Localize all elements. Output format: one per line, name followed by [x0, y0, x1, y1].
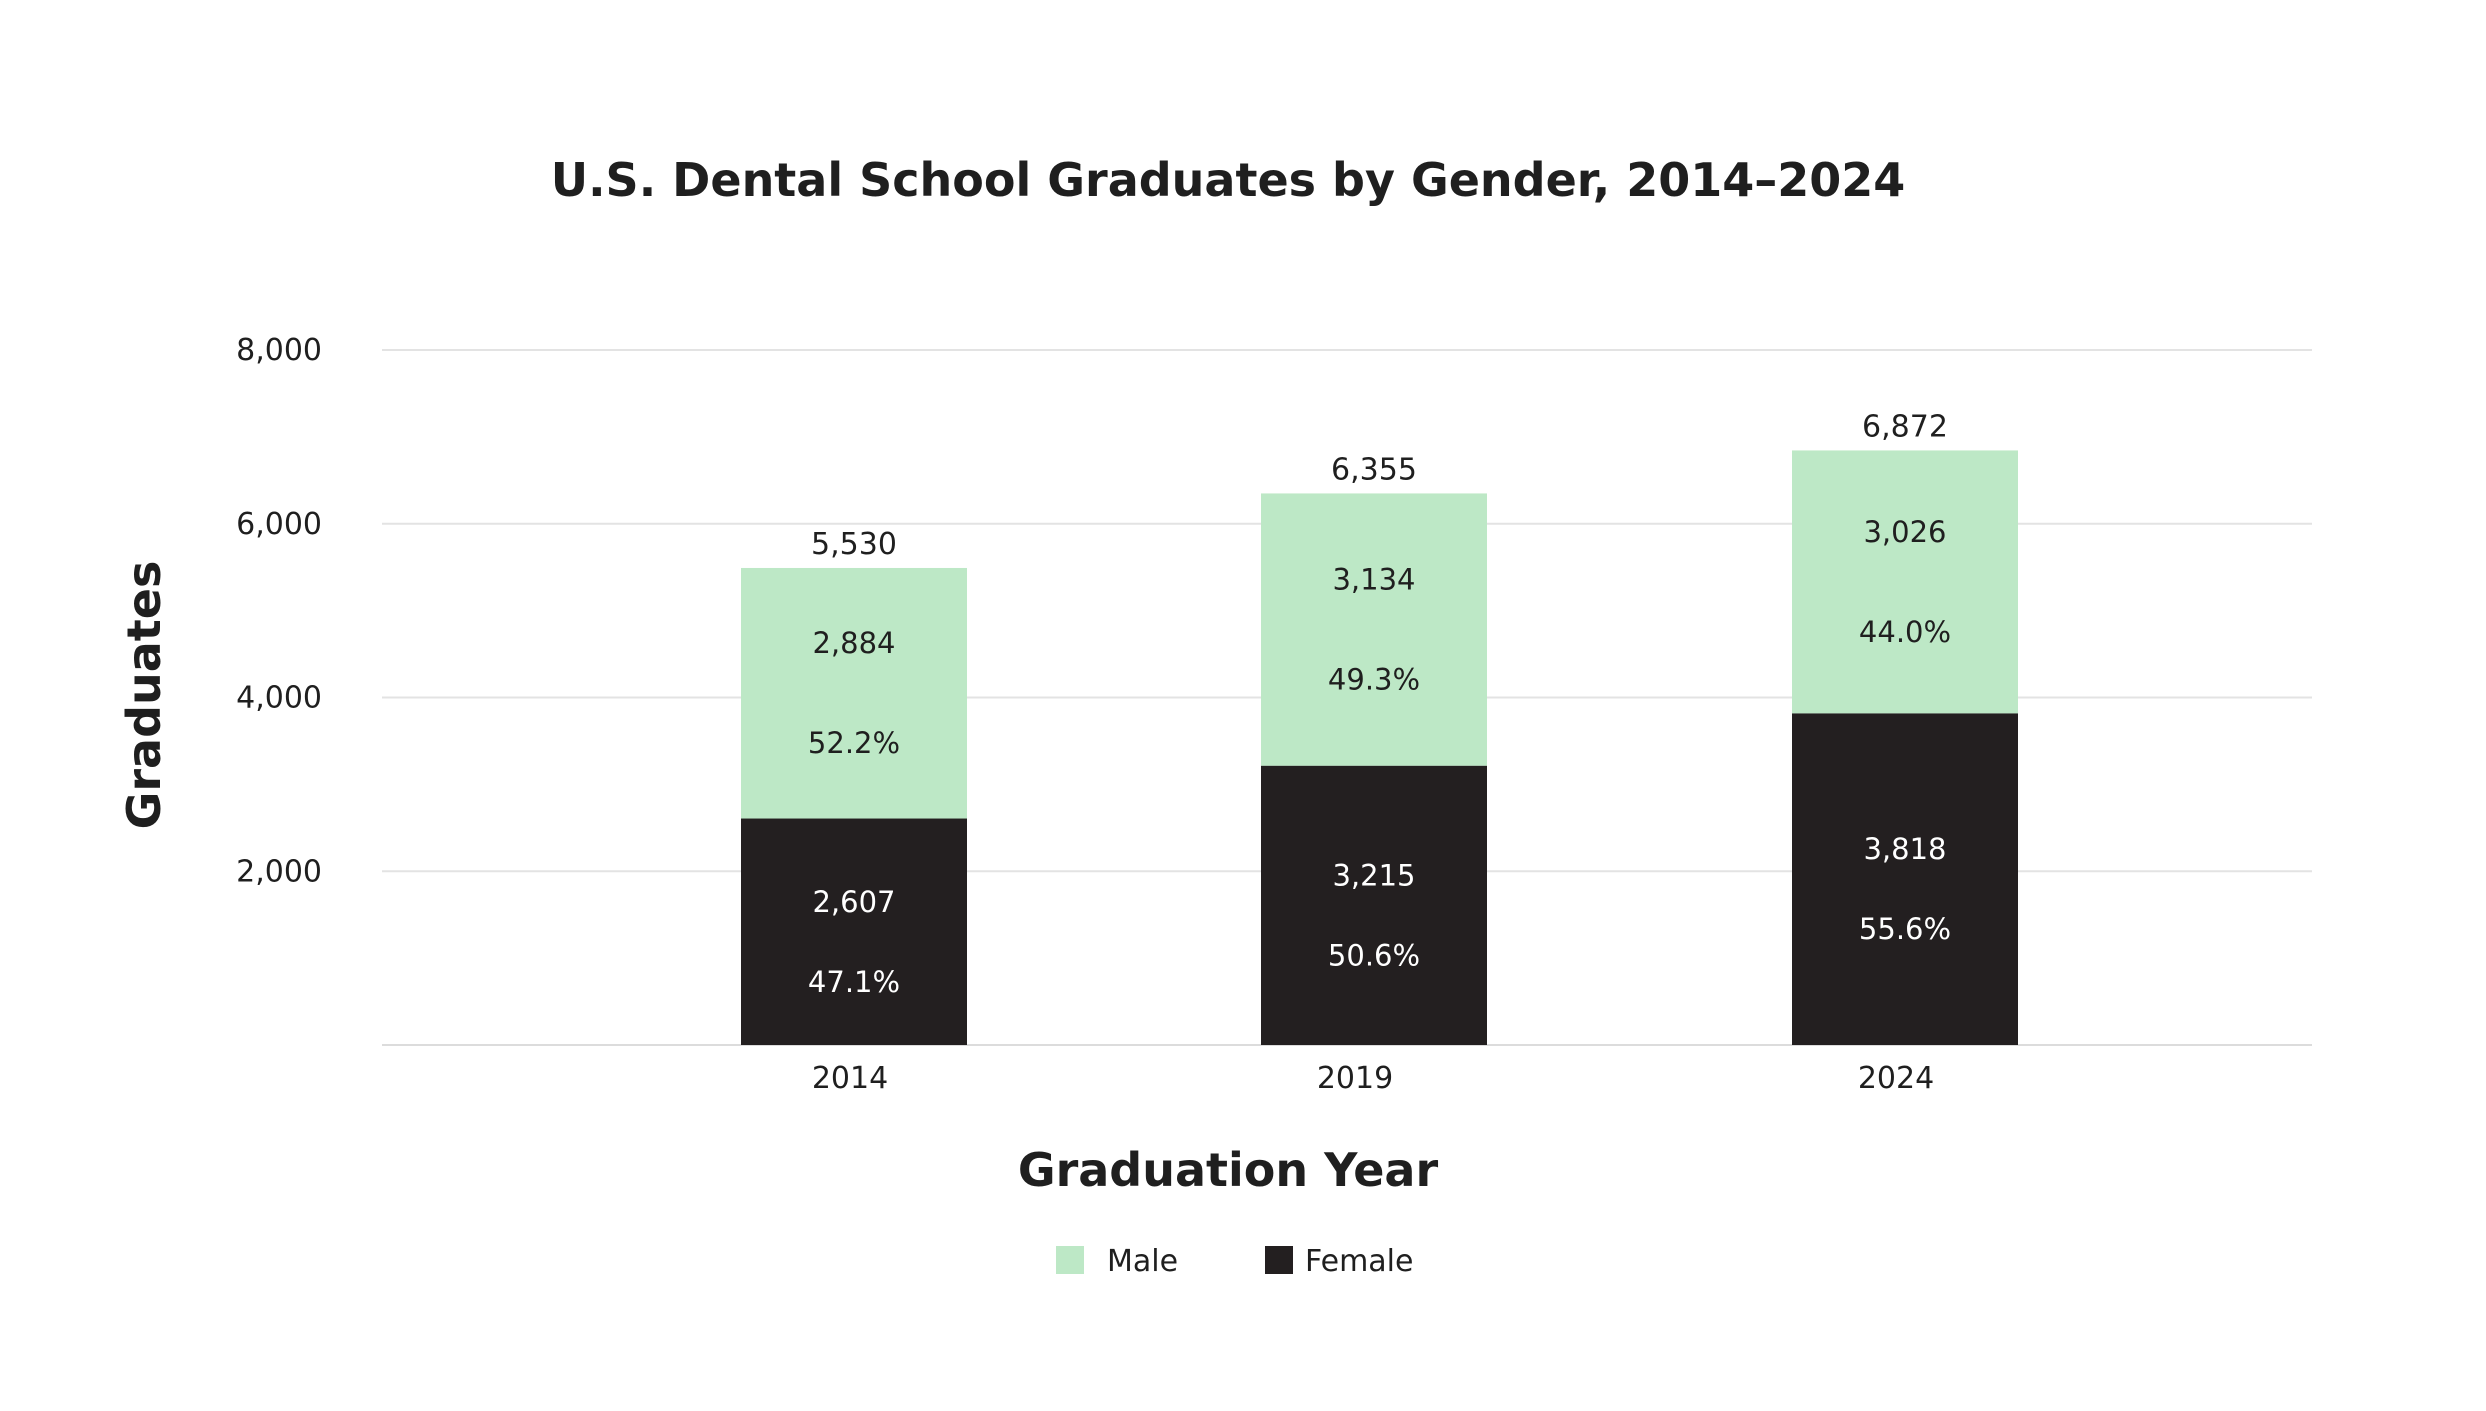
- chart-title: U.S. Dental School Graduates by Gender, …: [551, 153, 1906, 207]
- y-axis-ticks: 2,000 4,000 6,000 8,000: [236, 333, 322, 889]
- data-label-male-percent: 44.0%: [1859, 615, 1951, 649]
- data-label-male-value: 3,134: [1332, 563, 1415, 597]
- y-tick-label: 4,000: [236, 681, 322, 716]
- bar-female: [1261, 765, 1487, 1045]
- legend-swatch-female: [1265, 1246, 1293, 1274]
- data-label-total: 5,530: [811, 527, 897, 562]
- data-label-female-value: 2,607: [812, 885, 895, 919]
- x-tick-label: 2014: [812, 1061, 888, 1096]
- y-tick-label: 6,000: [236, 507, 322, 542]
- x-axis-ticks: 2014 2019 2024: [812, 1061, 1934, 1096]
- legend: Male Female: [1056, 1244, 1413, 1279]
- x-tick-label: 2019: [1317, 1061, 1393, 1096]
- legend-label-female: Female: [1305, 1244, 1413, 1279]
- data-label-male-percent: 52.2%: [808, 726, 900, 760]
- data-label-total: 6,355: [1331, 452, 1417, 487]
- data-label-female-value: 3,215: [1332, 858, 1415, 892]
- bar-female: [741, 818, 967, 1045]
- y-tick-label: 8,000: [236, 333, 322, 368]
- bar-male: [1792, 450, 2018, 714]
- bar-male: [1261, 493, 1487, 766]
- data-label-male-value: 2,884: [812, 626, 895, 660]
- data-label-female-value: 3,818: [1863, 832, 1946, 866]
- data-label-female-percent: 55.6%: [1859, 912, 1951, 946]
- x-axis-title: Graduation Year: [1018, 1143, 1439, 1197]
- y-tick-label: 2,000: [236, 854, 322, 889]
- x-tick-label: 2024: [1858, 1061, 1934, 1096]
- y-axis-title: Graduates: [117, 561, 171, 830]
- data-label-female-percent: 50.6%: [1328, 938, 1420, 972]
- data-label-male-value: 3,026: [1863, 515, 1946, 549]
- data-label-male-percent: 49.3%: [1328, 663, 1420, 697]
- legend-swatch-male: [1056, 1246, 1084, 1274]
- bars: 2,607 47.1% 2,884 52.2% 5,530 3,215 50.6% 3,134…: [741, 409, 2018, 1045]
- data-label-total: 6,872: [1862, 409, 1948, 444]
- bar-female: [1792, 713, 2018, 1045]
- data-label-female-percent: 47.1%: [808, 965, 900, 999]
- bar-male: [741, 567, 967, 819]
- legend-label-male: Male: [1107, 1244, 1178, 1279]
